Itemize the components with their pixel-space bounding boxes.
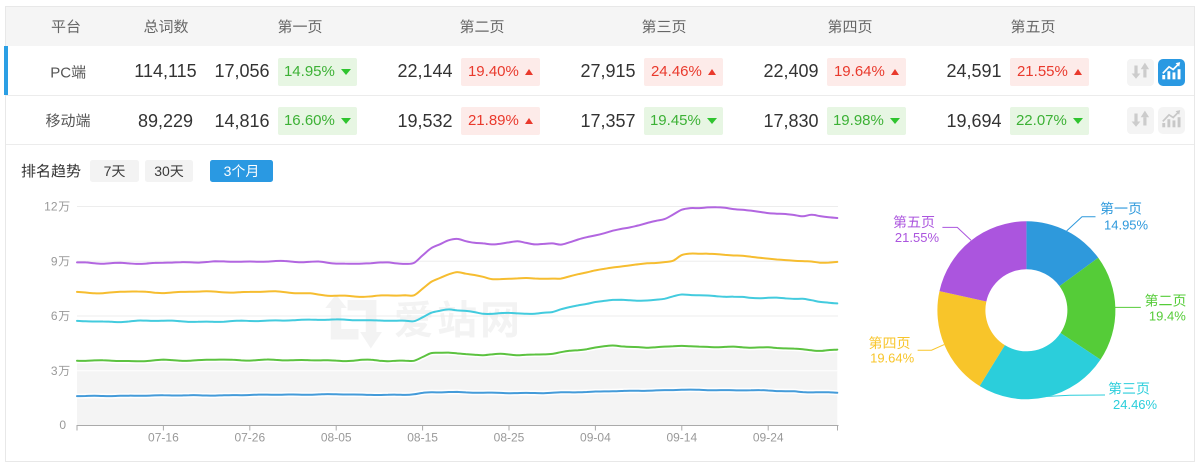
svg-text:08-25: 08-25 [494, 431, 525, 445]
svg-text:12: 12 [44, 200, 58, 214]
svg-text:08-15: 08-15 [407, 431, 438, 445]
svg-text:3: 3 [51, 364, 58, 378]
svg-text:0: 0 [59, 418, 66, 432]
svg-text:07-26: 07-26 [234, 431, 265, 445]
svg-text:09-24: 09-24 [753, 431, 784, 445]
svg-text:24.46%: 24.46% [1113, 397, 1158, 412]
svg-text:7: 7 [104, 163, 112, 179]
svg-text:08-05: 08-05 [321, 431, 352, 445]
svg-text:PC: PC [50, 65, 71, 82]
svg-text:30: 30 [154, 163, 170, 179]
svg-text:09-14: 09-14 [666, 431, 697, 445]
svg-text:19.4%: 19.4% [1149, 309, 1186, 324]
svg-text:14.95%: 14.95% [1104, 218, 1149, 233]
svg-text:3: 3 [224, 163, 232, 179]
svg-text:07-16: 07-16 [148, 431, 179, 445]
svg-text:09-04: 09-04 [580, 431, 611, 445]
svg-text:6: 6 [51, 309, 58, 323]
svg-text:21.55%: 21.55% [895, 230, 940, 245]
svg-text:9: 9 [51, 254, 58, 268]
svg-text:19.64%: 19.64% [870, 350, 915, 365]
